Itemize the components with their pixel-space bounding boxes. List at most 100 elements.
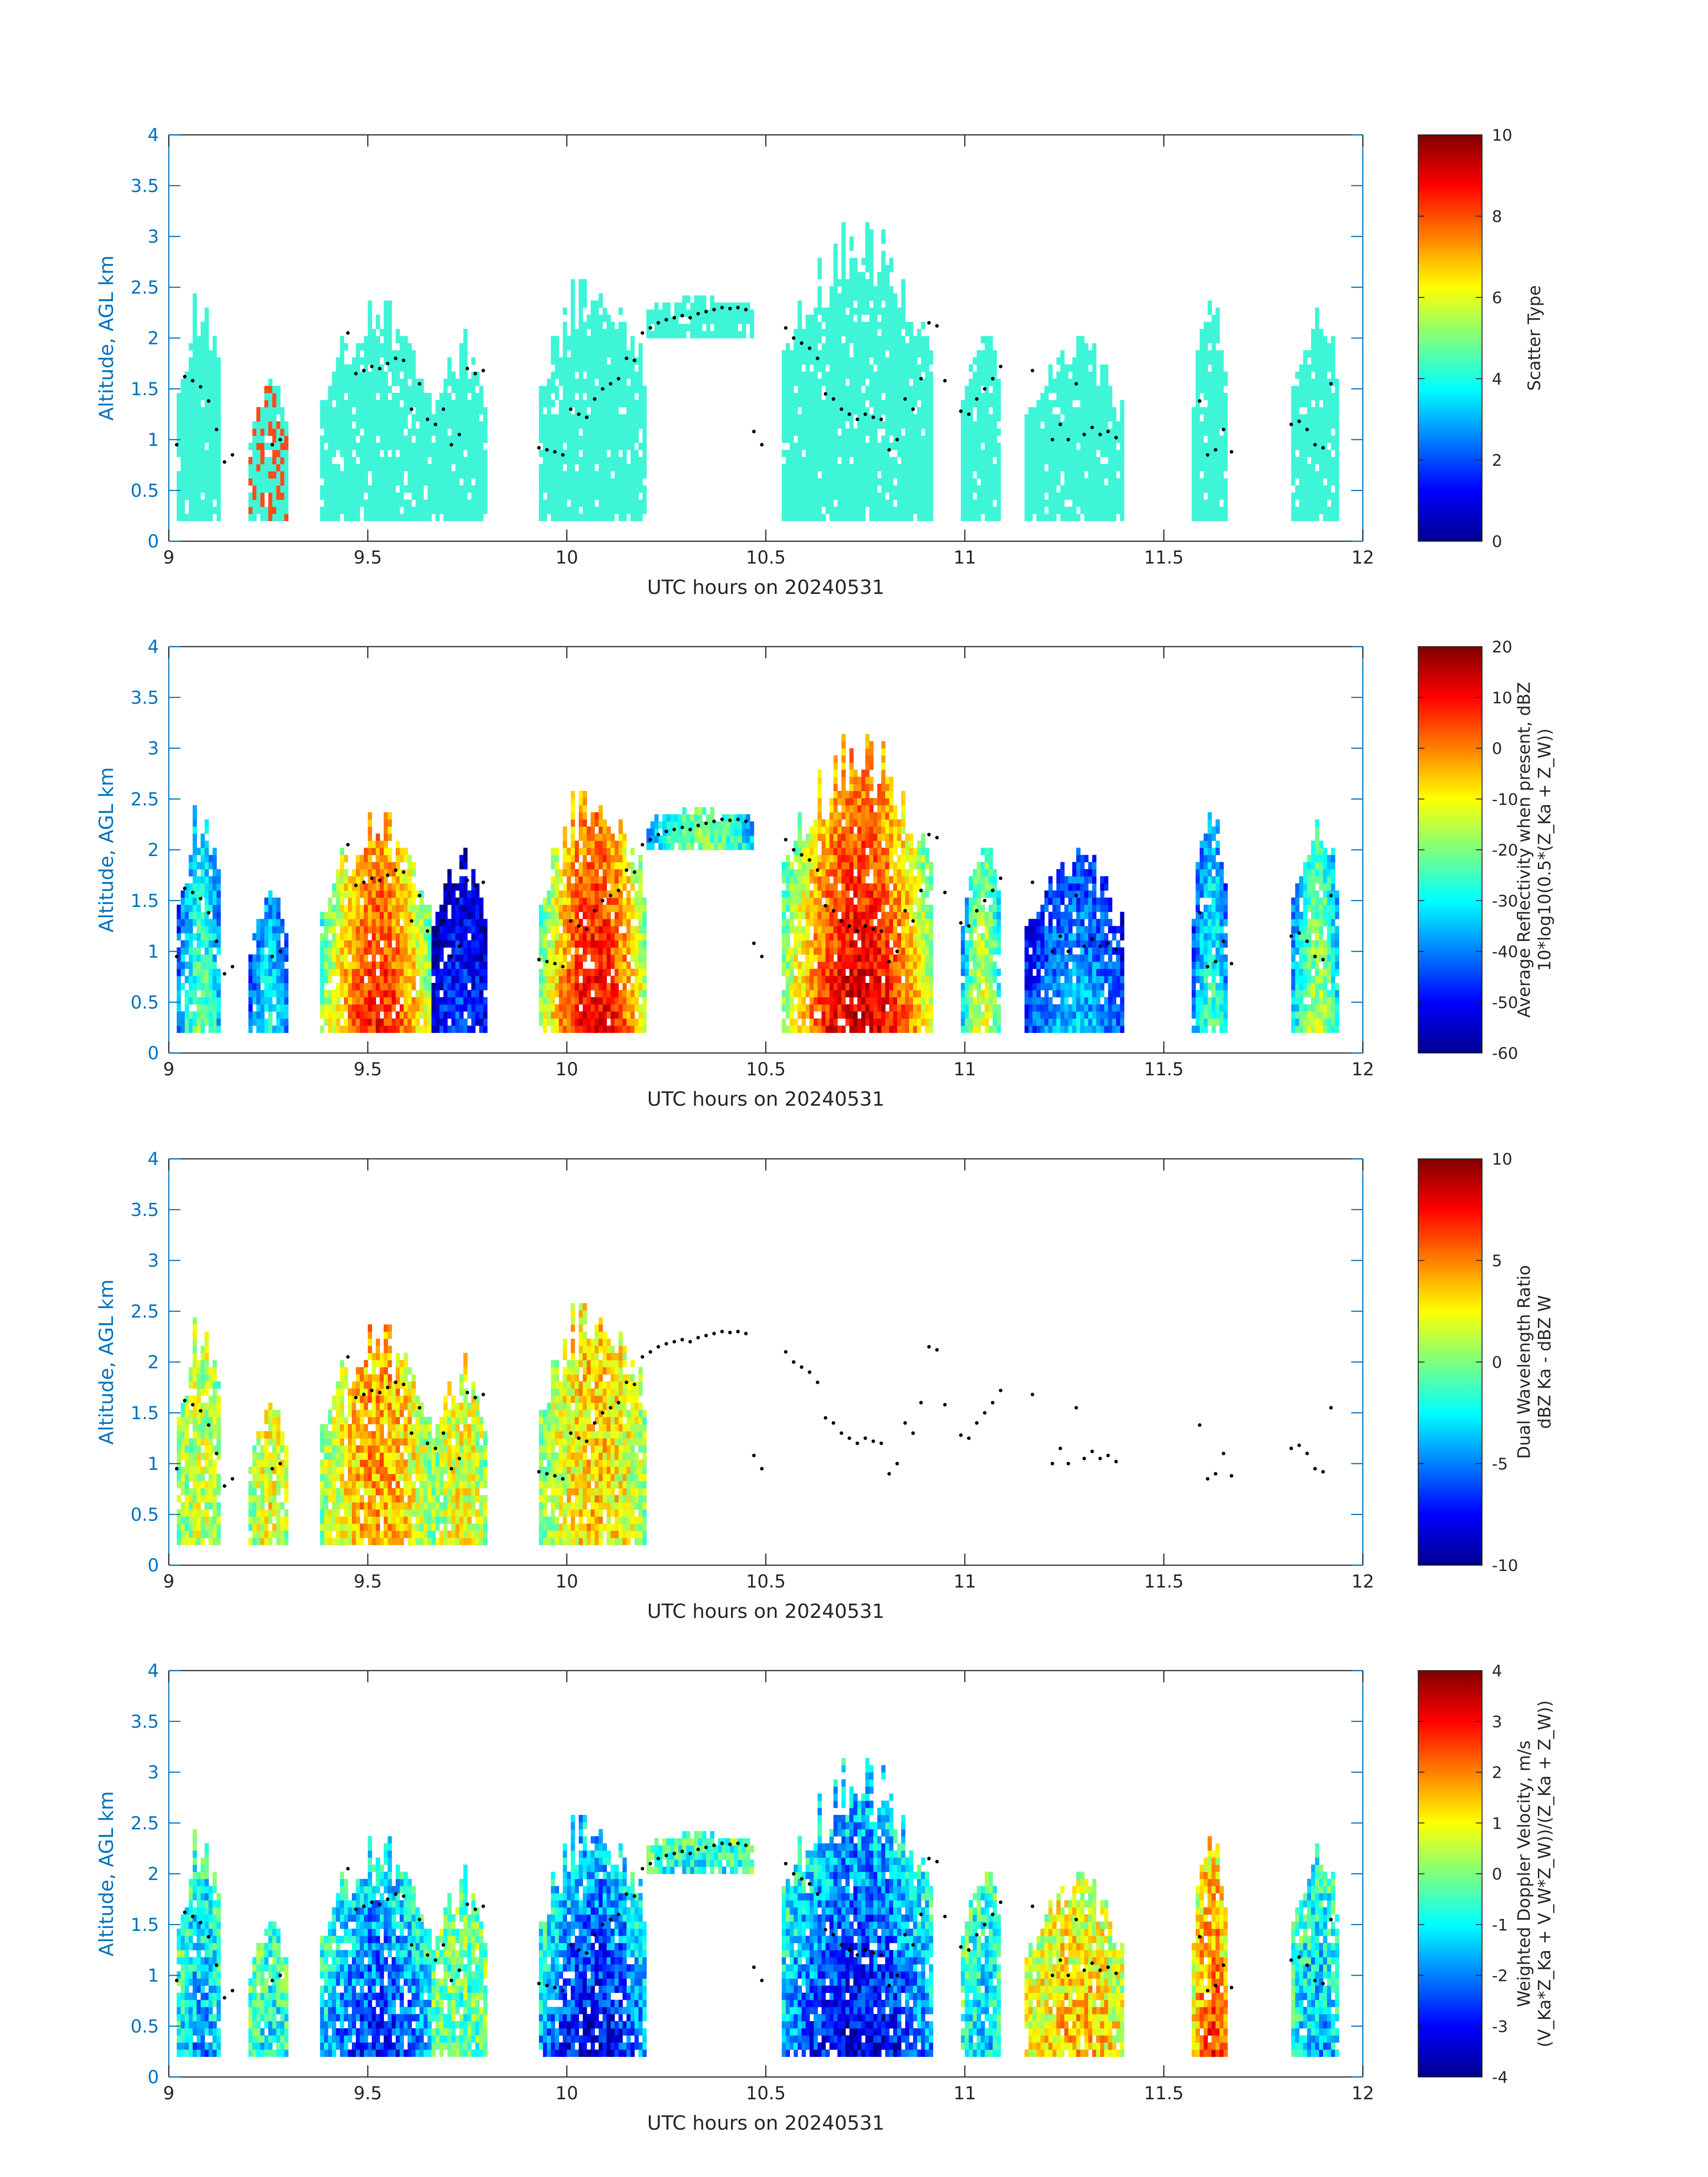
- heatmap-cell: [1104, 372, 1109, 379]
- heatmap-cell: [610, 343, 615, 351]
- heatmap-cell: [332, 471, 336, 479]
- heatmap-cell: [869, 322, 874, 330]
- heatmap-cell: [905, 471, 910, 479]
- heatmap-cell: [324, 414, 329, 422]
- heatmap-cell: [583, 457, 587, 464]
- heatmap-cell: [543, 471, 547, 479]
- heatmap-cell: [272, 471, 277, 479]
- heatmap-cell: [451, 450, 456, 457]
- heatmap-cell: [1299, 435, 1303, 443]
- heatmap-cell: [622, 435, 627, 443]
- heatmap-cell: [205, 990, 209, 998]
- heatmap-cell: [575, 379, 579, 386]
- heatmap-cell: [806, 336, 810, 343]
- heatmap-cell: [185, 450, 189, 457]
- heatmap-cell: [392, 450, 396, 457]
- heatmap-cell: [913, 414, 918, 422]
- heatmap-cell: [571, 329, 575, 337]
- heatmap-cell: [185, 386, 189, 393]
- heatmap-cell: [830, 514, 834, 522]
- heatmap-cell: [416, 493, 420, 500]
- heatmap-cell: [993, 514, 997, 522]
- heatmap-cell: [1211, 400, 1216, 408]
- heatmap-cell: [579, 329, 583, 337]
- heatmap-cell: [185, 890, 189, 898]
- heatmap-cell: [1096, 464, 1101, 472]
- heatmap-cell: [1327, 422, 1332, 429]
- heatmap-cell: [614, 507, 619, 514]
- heatmap-cell: [1315, 407, 1320, 415]
- heatmap-cell: [1108, 435, 1113, 443]
- cloud-base-point: [481, 369, 485, 372]
- heatmap-cell: [889, 293, 894, 301]
- heatmap-cell: [1116, 464, 1120, 472]
- heatmap-cell: [392, 364, 396, 372]
- heatmap-cell: [571, 457, 575, 464]
- heatmap-cell: [209, 500, 213, 507]
- heatmap-cell: [1040, 485, 1045, 493]
- cloud-base-point: [434, 422, 437, 426]
- heatmap-cell: [1080, 471, 1085, 479]
- heatmap-cell: [555, 414, 560, 422]
- heatmap-cell: [567, 450, 571, 457]
- heatmap-cell: [865, 329, 870, 337]
- heatmap-cell: [814, 343, 818, 351]
- heatmap-cell: [1200, 478, 1204, 486]
- heatmap-cell: [841, 493, 846, 500]
- heatmap-cell: [1307, 414, 1311, 422]
- heatmap-cell: [973, 386, 977, 393]
- heatmap-cell: [1311, 450, 1315, 457]
- heatmap-cell: [639, 464, 643, 472]
- heatmap-cell: [635, 514, 639, 522]
- heatmap-cell: [189, 450, 193, 457]
- heatmap-cell: [810, 379, 814, 386]
- heatmap-cell: [913, 429, 918, 436]
- heatmap-cell: [252, 464, 257, 472]
- heatmap-cell: [404, 372, 408, 379]
- cloud-base-point: [354, 372, 358, 376]
- heatmap-cell: [1331, 336, 1336, 343]
- heatmap-cell: [639, 372, 643, 379]
- heatmap-cell: [464, 429, 468, 436]
- heatmap-cell: [539, 407, 543, 415]
- colorbar-gradient: [1418, 135, 1482, 541]
- heatmap-cell: [1319, 393, 1324, 401]
- heatmap-cell: [893, 357, 898, 365]
- heatmap-cell: [1295, 400, 1300, 408]
- heatmap-cell: [1044, 471, 1049, 479]
- heatmap-cell: [348, 407, 352, 415]
- heatmap-cell: [869, 329, 874, 337]
- heatmap-cell: [1219, 507, 1224, 514]
- heatmap-cell: [639, 386, 643, 393]
- heatmap-cell: [200, 890, 205, 898]
- heatmap-cell: [917, 443, 922, 450]
- heatmap-cell: [595, 429, 599, 436]
- heatmap-cell: [464, 485, 468, 493]
- heatmap-cell: [205, 940, 209, 948]
- heatmap-cell: [1061, 350, 1065, 358]
- heatmap-cell: [196, 407, 201, 415]
- heatmap-cell: [849, 464, 854, 472]
- heatmap-cell: [849, 400, 854, 408]
- heatmap-cell: [264, 443, 269, 450]
- heatmap-cell: [464, 443, 468, 450]
- heatmap-cell: [595, 315, 599, 322]
- heatmap-cell: [913, 343, 918, 351]
- heatmap-cell: [217, 414, 221, 422]
- heatmap-cell: [790, 422, 794, 429]
- heatmap-cell: [997, 507, 1001, 514]
- heatmap-cell: [618, 364, 623, 372]
- heatmap-cell: [193, 364, 197, 372]
- heatmap-cell: [614, 350, 619, 358]
- cloud-base-point: [394, 357, 397, 360]
- heatmap-cell: [189, 947, 193, 955]
- heatmap-cell: [209, 947, 213, 955]
- cloud-base-point: [577, 413, 580, 416]
- heatmap-cell: [1100, 407, 1105, 415]
- heatmap-cell: [798, 350, 802, 358]
- cloud-base-point: [880, 418, 883, 421]
- heatmap-cell: [1323, 407, 1328, 415]
- heatmap-cell: [591, 329, 595, 337]
- heatmap-cell: [1224, 507, 1228, 514]
- heatmap-cell: [431, 429, 436, 436]
